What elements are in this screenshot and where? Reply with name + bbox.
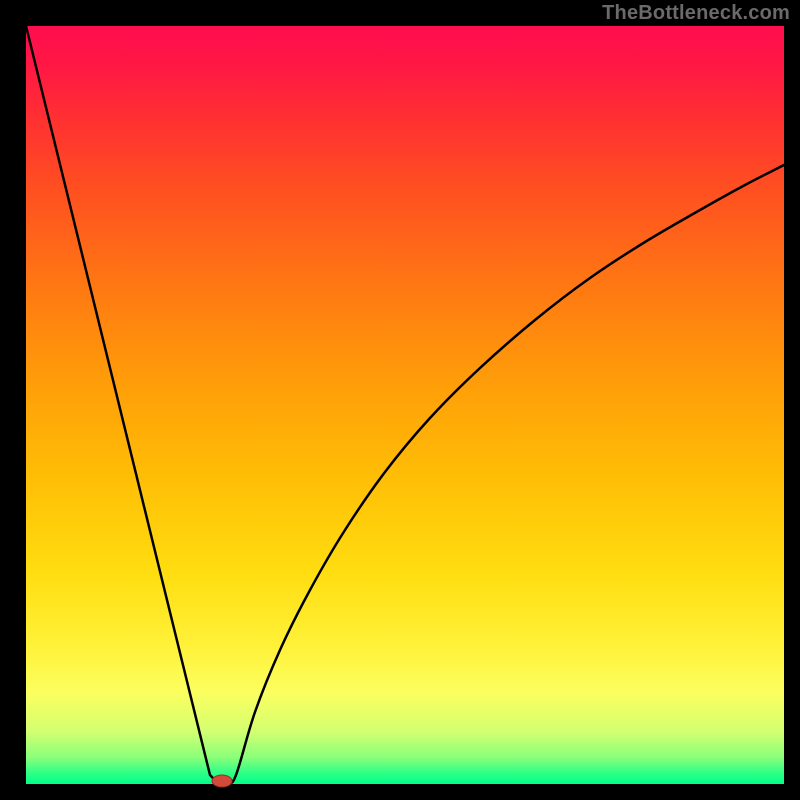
plot-area bbox=[26, 26, 784, 784]
watermark-text: TheBottleneck.com bbox=[602, 2, 790, 25]
bottleneck-chart bbox=[0, 0, 800, 800]
chart-container: TheBottleneck.com bbox=[0, 0, 800, 800]
minimum-marker bbox=[212, 775, 232, 787]
